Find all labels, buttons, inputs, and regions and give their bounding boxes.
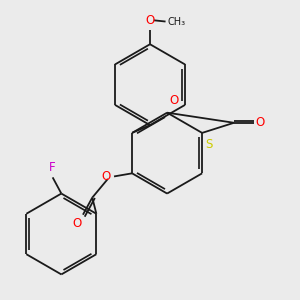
Text: O: O: [102, 170, 111, 183]
Text: S: S: [205, 139, 213, 152]
Text: CH₃: CH₃: [167, 16, 185, 26]
Text: F: F: [49, 161, 55, 174]
Text: O: O: [255, 116, 265, 129]
Text: O: O: [72, 217, 81, 230]
Text: O: O: [169, 94, 178, 107]
Text: O: O: [146, 14, 154, 27]
